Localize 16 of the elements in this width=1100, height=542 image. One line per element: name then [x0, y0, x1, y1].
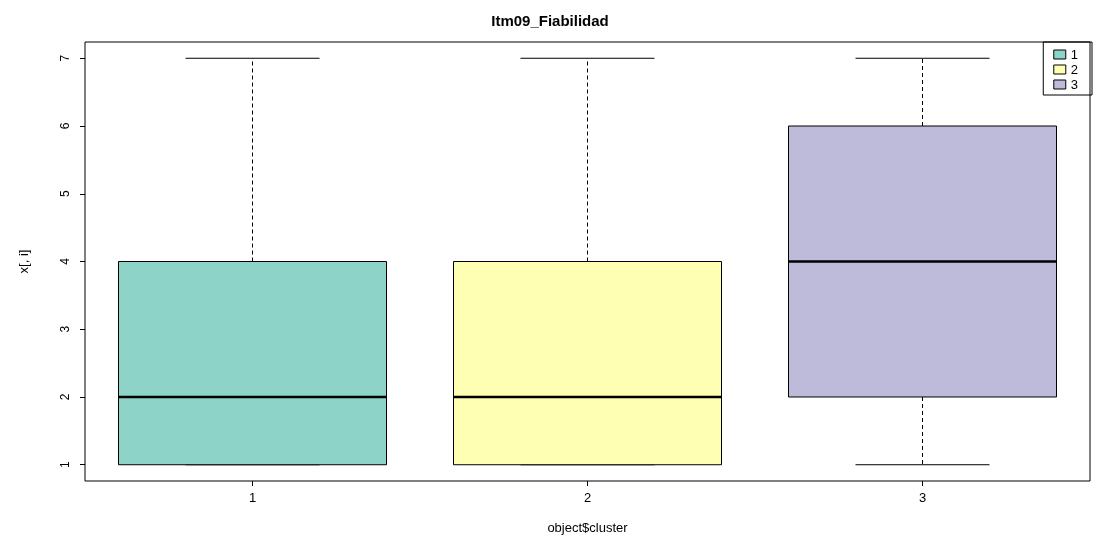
- y-tick-label: 2: [58, 393, 72, 401]
- chart-title: Itm09_Fiabilidad: [491, 12, 609, 29]
- x-tick-label: 2: [583, 490, 592, 505]
- x-tick-label: 3: [918, 490, 927, 505]
- y-tick-label: 3: [58, 325, 72, 333]
- legend-label: 2: [1070, 62, 1078, 77]
- x-tick-label: 1: [248, 490, 257, 505]
- y-tick-label: 5: [58, 190, 72, 198]
- y-tick-label: 1: [58, 461, 72, 469]
- legend-label: 3: [1070, 77, 1078, 92]
- y-axis-title: x[, i]: [16, 249, 31, 274]
- y-tick-label: 7: [58, 54, 72, 62]
- legend-label: 1: [1070, 47, 1078, 62]
- y-tick-label: 4: [58, 257, 72, 265]
- y-tick-label: 6: [58, 122, 72, 130]
- x-axis-title: object$cluster: [547, 520, 629, 535]
